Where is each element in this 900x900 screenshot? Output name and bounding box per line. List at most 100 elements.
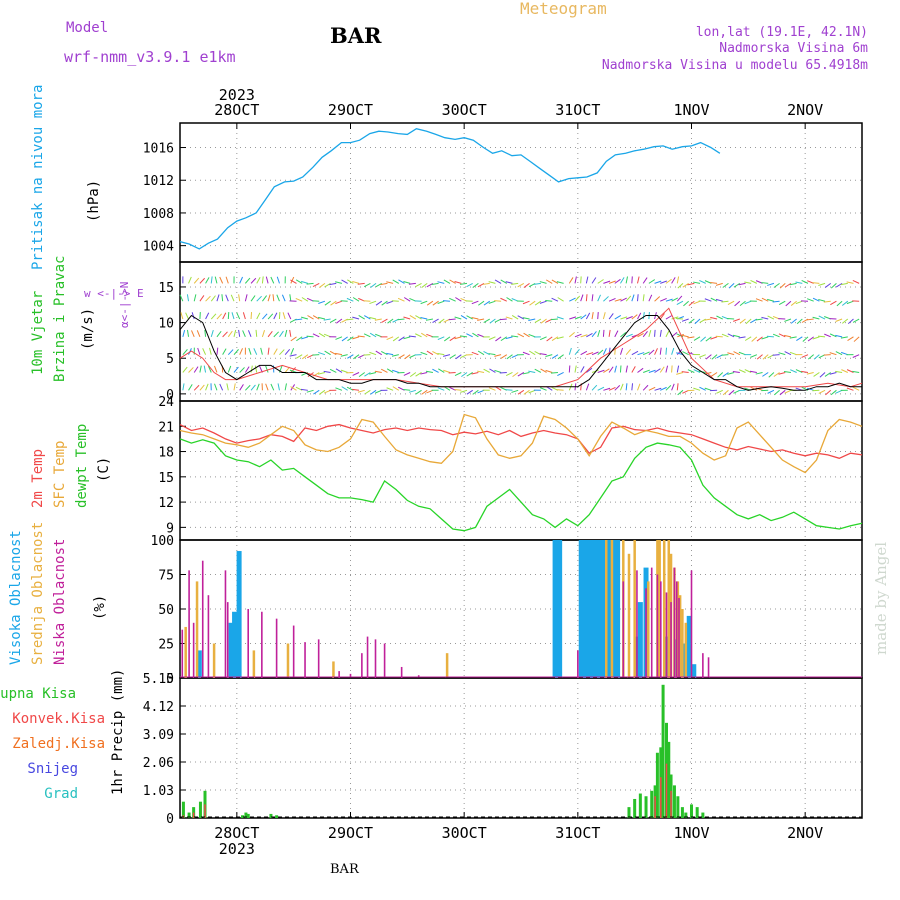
wind-arrow — [568, 365, 571, 373]
wind-arrow — [210, 330, 214, 337]
wind-arrow — [267, 347, 270, 355]
wind-arrow — [420, 316, 428, 320]
wind-arrow — [852, 354, 860, 358]
pressure-frame — [179, 122, 863, 263]
wind-arrow — [676, 276, 680, 284]
wind-arrows — [179, 276, 860, 396]
wind-arrow — [790, 318, 797, 324]
wind-arrow — [279, 330, 284, 338]
high-cloud-bar — [615, 540, 621, 678]
wind-arrow — [568, 277, 574, 284]
low-cloud-bar — [192, 622, 195, 678]
wind-arrow — [290, 279, 297, 284]
wind-arrow — [557, 297, 564, 302]
wind-arrow — [522, 371, 530, 375]
wind-arrow — [806, 387, 814, 391]
wind-arrow — [300, 388, 308, 391]
wind-arrow — [369, 300, 377, 305]
wind-arrow — [500, 354, 508, 359]
wind-arrow — [369, 351, 377, 356]
pressure-ytick-label: 1016 — [143, 142, 174, 157]
wind-arrow — [744, 369, 752, 373]
low-cloud-bar — [645, 588, 647, 678]
wind-arrow — [488, 281, 496, 284]
wind-arrow — [614, 385, 621, 391]
wind-arrow — [671, 383, 675, 391]
wind-arrow — [790, 369, 797, 373]
wind-arrow — [807, 354, 815, 360]
wind-arrow — [824, 372, 832, 377]
wind-arrow — [806, 372, 814, 375]
wind-arrow — [631, 366, 636, 373]
conv-precip-bar — [665, 763, 668, 818]
wind-arrow — [370, 389, 377, 395]
wind-arrow — [812, 282, 820, 284]
wind-arrow — [818, 282, 826, 286]
wind-arrow — [671, 277, 676, 284]
total-precip-bar — [246, 813, 250, 818]
wind-arrow — [602, 312, 606, 320]
wind-arrow — [631, 383, 634, 391]
wind-arrow — [852, 318, 860, 323]
low-cloud-bar — [317, 639, 320, 678]
precip-legend-grad: Grad — [44, 786, 78, 802]
wind-arrow — [705, 354, 712, 360]
wind-arrow — [721, 354, 729, 356]
wind-arrow — [789, 336, 797, 339]
low-cloud-bar — [304, 642, 306, 678]
wind-arrow — [772, 354, 780, 356]
total-precip-bar — [275, 815, 279, 818]
wind-arrow — [539, 300, 547, 304]
wind-arrow — [454, 389, 462, 391]
wind-arrow — [437, 387, 445, 391]
wind-arrow — [426, 350, 434, 356]
wind-arrow — [221, 294, 224, 302]
station-title: BAR — [330, 23, 382, 48]
wind-arrow — [226, 383, 229, 391]
cloud-ytick-label: 100 — [151, 534, 174, 549]
wind-arrow — [306, 389, 314, 393]
wind-arrow — [654, 280, 662, 284]
low-cloud-bar — [675, 581, 678, 678]
mid-cloud-bar — [684, 622, 688, 678]
wind-arrow — [546, 336, 553, 342]
wind-arrow — [391, 354, 399, 357]
wind-arrow — [193, 294, 197, 302]
wind-arrow — [625, 333, 633, 338]
mid-cloud-bar — [212, 643, 216, 678]
wind-arrow — [523, 389, 530, 395]
wind-arrow — [287, 312, 292, 320]
wind-arrow — [733, 282, 741, 288]
wind-arrow — [279, 349, 285, 356]
temperature-ytick-label: 21 — [158, 420, 174, 435]
wind-arrow — [357, 389, 365, 393]
wind-arrow — [329, 282, 337, 286]
wind-arrow — [710, 372, 718, 377]
wind-arrow — [454, 316, 462, 320]
wind-arrow — [830, 283, 837, 289]
wind-arrow — [738, 369, 746, 373]
wind-arrow — [852, 386, 860, 391]
wind-arrow — [620, 316, 628, 320]
wind-arrow — [767, 389, 775, 394]
total-precip-bar — [638, 793, 642, 818]
high-cloud-bar — [236, 551, 242, 678]
wind-arrow — [614, 330, 619, 338]
wind-arrow — [381, 350, 388, 356]
wind-arrow — [556, 389, 564, 391]
wind-arrow — [256, 277, 261, 284]
wind-arrow — [637, 332, 644, 338]
xtick-label-bottom: 31OCT — [555, 824, 600, 842]
wind-arrow — [437, 353, 445, 356]
wind-arrow — [602, 348, 607, 355]
mid-cloud-bar — [332, 661, 335, 678]
wind-arrow — [738, 336, 746, 339]
xtick-label-top: 2NOV — [787, 101, 823, 119]
wind-arrow — [250, 277, 257, 284]
wind-arrow — [715, 335, 723, 338]
wind-arrow — [812, 336, 820, 340]
wind-arrow — [767, 315, 775, 320]
wind-arrow — [233, 366, 239, 373]
wind-arrow — [505, 316, 513, 320]
wind-arrow — [472, 332, 479, 338]
